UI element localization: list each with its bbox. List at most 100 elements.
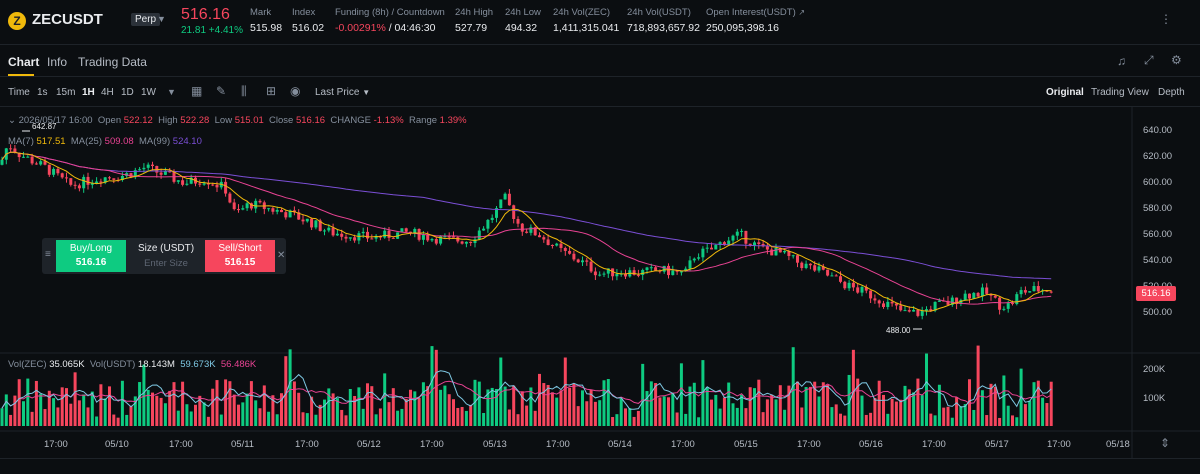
candle-body <box>602 273 606 275</box>
candle-body <box>972 292 976 299</box>
stat-funding[interactable]: Funding (8h) / Countdown -0.00291% / 04:4… <box>335 7 445 34</box>
price-chart[interactable] <box>0 106 1200 458</box>
volume-axis-label: 100K <box>1143 393 1166 404</box>
view-trading-view[interactable]: Trading View <box>1091 87 1149 98</box>
candle-body <box>976 292 980 297</box>
candle-body <box>318 220 322 231</box>
chevron-down-icon[interactable]: ▼ <box>157 14 166 24</box>
volume-bar <box>662 396 666 426</box>
candle-body <box>684 268 688 272</box>
volume-bar <box>284 356 288 426</box>
volume-bar <box>460 406 464 426</box>
tab-chart[interactable]: Chart <box>8 55 40 69</box>
interval-4h[interactable]: 4H <box>101 87 114 98</box>
size-input[interactable]: Size (USDT) Enter Size <box>137 243 195 269</box>
fullscreen-icon[interactable]: ⤢ <box>1144 53 1154 67</box>
candle-body <box>864 287 868 291</box>
candle-body <box>404 228 408 232</box>
candle-body <box>1028 291 1032 293</box>
candle-body <box>830 275 834 277</box>
volume-bar <box>77 400 81 426</box>
volume-bar <box>882 394 885 426</box>
candle-body <box>202 183 206 185</box>
buy-long-button[interactable]: Buy/Long 516.16 <box>56 240 126 272</box>
candle-body <box>112 178 116 180</box>
interval-1s[interactable]: 1s <box>37 87 48 98</box>
view-original[interactable]: Original <box>1046 87 1084 98</box>
volume-bar <box>13 395 17 426</box>
price-axis-label: 500.00 <box>1143 307 1173 318</box>
volume-bar <box>894 401 898 426</box>
indicators-icon[interactable]: ⫼ <box>241 84 247 98</box>
candle-body <box>13 148 17 153</box>
candle-body <box>899 305 903 311</box>
candle-body <box>894 303 898 306</box>
candle-body <box>241 208 245 210</box>
candle-body <box>95 181 99 184</box>
candle-body <box>456 237 460 242</box>
candle-body <box>138 169 142 171</box>
settings-icon[interactable]: ⚙ <box>1171 53 1182 67</box>
volume-bar <box>813 381 817 426</box>
interval-1d[interactable]: 1D <box>121 87 134 98</box>
candle-body <box>959 299 963 304</box>
close-icon[interactable]: ✕ <box>277 250 286 261</box>
view-depth[interactable]: Depth <box>1158 87 1185 98</box>
layout-icon[interactable]: ⊞ <box>266 84 277 98</box>
chevron-down-icon[interactable]: ⌄ <box>8 115 16 126</box>
draw-tools-icon[interactable]: ✎ <box>216 84 227 98</box>
calendar-icon[interactable]: ▦ <box>191 84 203 98</box>
drag-handle-icon[interactable]: ≡ <box>45 249 51 260</box>
candle-body <box>731 235 735 241</box>
interval-1h[interactable]: 1H <box>82 87 95 98</box>
tab-trading-data[interactable]: Trading Data <box>78 55 147 69</box>
volume-bar <box>834 404 838 426</box>
candle-body <box>1019 290 1023 295</box>
price-type-select[interactable]: Last Price ▼ <box>315 87 371 98</box>
candle-body <box>159 172 163 175</box>
volume-bar <box>839 413 842 426</box>
volume-bar <box>516 414 520 426</box>
volume-bar <box>189 411 193 426</box>
more-icon[interactable]: ⋮ <box>1160 12 1172 26</box>
candle-body <box>851 282 855 288</box>
tab-info[interactable]: Info <box>47 55 68 69</box>
candle-body <box>464 241 468 244</box>
candle-body <box>305 218 309 222</box>
time-axis-label: 17:00 <box>546 439 570 450</box>
volume-bar <box>224 379 228 426</box>
candle-body <box>585 260 589 262</box>
volume-bar <box>172 382 176 426</box>
volume-bar <box>503 386 507 426</box>
volume-bar <box>546 384 550 426</box>
candle-body <box>82 176 86 189</box>
candle-body <box>344 236 348 239</box>
volume-bar <box>735 407 739 426</box>
alert-bell-icon[interactable]: ♫ <box>1117 54 1126 68</box>
volume-bar <box>507 409 511 426</box>
candle-body <box>17 152 21 158</box>
candle-body <box>753 242 756 246</box>
volume-bar <box>434 349 438 426</box>
volume-bar <box>628 408 632 426</box>
stat-24h-vol-zec: 24h Vol(ZEC) 1,411,315.041 <box>553 7 620 34</box>
interval-1w[interactable]: 1W <box>141 87 156 98</box>
candle-body <box>998 297 1002 310</box>
candle-body <box>1036 286 1040 292</box>
axis-scale-icon[interactable]: ⇕ <box>1160 436 1171 450</box>
candle-body <box>400 228 404 233</box>
candle-body <box>361 231 365 234</box>
symbol-name[interactable]: ZECUSDT <box>32 11 103 28</box>
interval-15m[interactable]: 15m <box>56 87 76 98</box>
interval-dropdown-icon[interactable]: ▼ <box>167 87 176 97</box>
sell-short-button[interactable]: Sell/Short 516.15 <box>205 240 275 272</box>
volume-bar <box>237 404 240 426</box>
candle-body <box>761 244 765 247</box>
interval-time[interactable]: Time <box>8 87 30 98</box>
candle-body <box>520 223 524 232</box>
candle-body <box>237 209 240 211</box>
candle-body <box>284 212 288 218</box>
candle-body <box>348 237 352 239</box>
target-icon[interactable]: ◉ <box>290 84 301 98</box>
volume-bar <box>361 408 365 426</box>
